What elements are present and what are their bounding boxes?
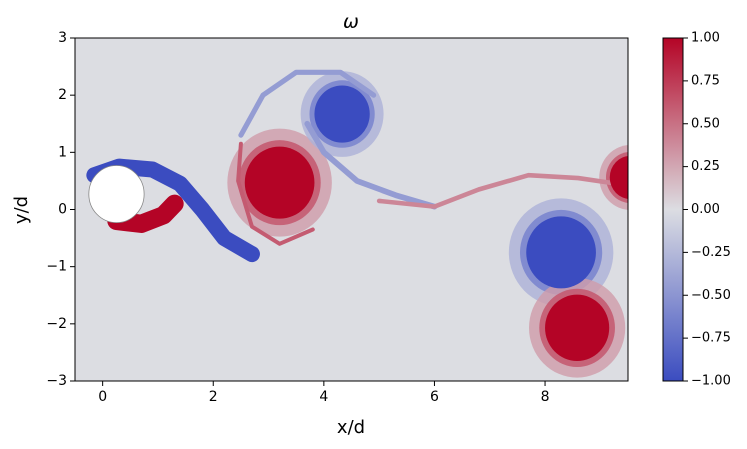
vortex — [609, 155, 628, 200]
y-axis-label: y/d — [11, 196, 32, 224]
x-axis-label: x/d — [337, 417, 365, 438]
vortex — [526, 216, 596, 289]
colorbar-tick-label: 0.75 — [691, 73, 720, 88]
filament — [236, 141, 315, 246]
vortex — [545, 294, 610, 361]
filament — [376, 172, 620, 209]
y-tick-label: 2 — [58, 87, 67, 103]
vortex — [314, 85, 370, 143]
colorbar-tick-label: −0.25 — [691, 245, 731, 260]
y-tick-label: 3 — [58, 30, 67, 46]
colorbar-tick-label: −0.75 — [691, 331, 731, 346]
colorbar-tick-label: 0.50 — [691, 116, 720, 131]
x-tick-label: 0 — [98, 389, 107, 405]
vortex — [244, 146, 315, 219]
field — [75, 38, 628, 381]
y-tick-label: −3 — [46, 373, 67, 389]
filament — [304, 120, 438, 210]
y-tick-label: 1 — [58, 144, 67, 160]
x-tick-label: 6 — [430, 389, 439, 405]
x-tick-label: 8 — [541, 389, 550, 405]
x-tick-label: 2 — [209, 389, 218, 405]
colorbar-tick-label: 1.00 — [691, 31, 720, 46]
filament — [107, 194, 184, 233]
colorbar-tick-label: −1.00 — [691, 374, 731, 389]
y-tick-label: −1 — [46, 259, 67, 275]
colorbar-tick-label: 0.25 — [691, 159, 720, 174]
chart-title: ω — [343, 11, 359, 33]
y-tick-label: 0 — [58, 202, 67, 218]
y-tick-label: −2 — [46, 316, 67, 332]
colorbar-tick-label: 0.00 — [691, 202, 720, 217]
x-tick-label: 4 — [319, 389, 328, 405]
colorbar-tick-label: −0.50 — [691, 288, 731, 303]
cylinder — [88, 165, 145, 224]
colorbar — [662, 37, 684, 382]
filament — [238, 69, 377, 138]
